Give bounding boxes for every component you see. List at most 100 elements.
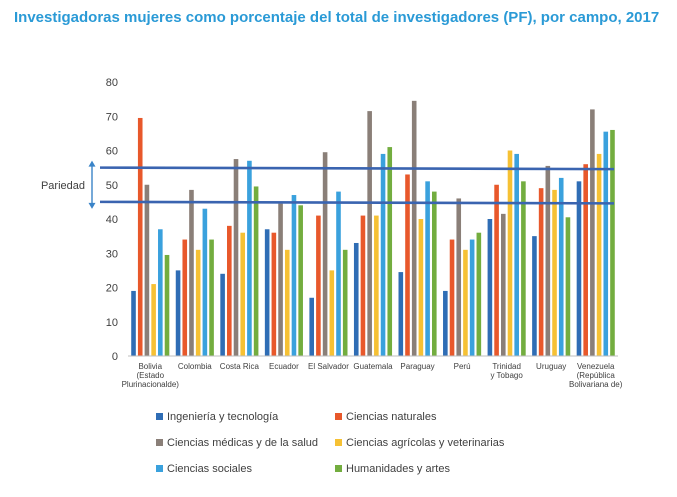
bar — [532, 236, 537, 357]
bar — [476, 232, 482, 356]
y-tick-label: 70 — [106, 111, 118, 123]
x-tick-label: Paraguay — [400, 362, 434, 371]
bar — [521, 181, 526, 356]
legend-label: Ciencias naturales — [346, 411, 437, 423]
bar — [538, 188, 544, 356]
x-tick-label: Perú — [454, 362, 471, 371]
bar — [202, 208, 208, 356]
bar — [463, 249, 468, 356]
x-axis: Bolivia (Estado Plurinacionalde)Colombia Co… — [122, 355, 623, 389]
y-axis: 0 10 20 30 40 50 60 70 80 — [106, 77, 118, 363]
bars — [131, 100, 615, 357]
bar — [175, 270, 181, 357]
bar — [158, 229, 163, 356]
bar — [610, 129, 615, 356]
bar — [182, 239, 188, 356]
legend-swatch — [156, 465, 163, 472]
bar — [425, 181, 430, 356]
legend-label: Ciencias sociales — [167, 463, 252, 475]
x-tick-label: Costa Rica — [220, 362, 260, 371]
bar — [558, 177, 564, 356]
bar — [144, 184, 150, 356]
bar — [432, 191, 437, 356]
bar — [298, 205, 303, 356]
legend-swatch — [335, 439, 342, 446]
bar — [227, 225, 232, 356]
bar — [284, 249, 290, 356]
x-tick-label: Uruguay — [536, 362, 566, 371]
bar — [329, 270, 335, 357]
y-tick-label: 60 — [106, 146, 118, 158]
legend-label: Humanidades y artes — [346, 463, 450, 475]
bar — [387, 147, 393, 356]
bar — [449, 239, 455, 356]
x-tick-label: Trinidad y Tobago — [490, 362, 523, 380]
bar — [576, 181, 582, 356]
parity-lower-line — [99, 200, 615, 205]
bar — [374, 215, 379, 356]
bar — [367, 111, 372, 356]
bar — [469, 239, 475, 356]
bar — [583, 164, 588, 356]
x-tick-label: Bolivia (Estado Plurinacionalde) — [122, 362, 180, 389]
bar — [151, 284, 156, 356]
bar — [278, 203, 283, 356]
legend: Ingeniería y tecnología Ciencias naturale… — [156, 411, 505, 475]
bar — [209, 239, 214, 356]
legend-label: Ciencias médicas y de la salud — [167, 437, 318, 449]
x-tick-label: Colombia — [178, 362, 212, 371]
bar — [264, 229, 270, 356]
bar — [545, 165, 551, 356]
y-tick-label: 50 — [106, 180, 118, 192]
bar — [189, 189, 194, 356]
legend-swatch — [335, 465, 342, 472]
bar — [291, 195, 297, 356]
bar — [411, 100, 417, 356]
bar — [494, 184, 499, 356]
parity-label: Pariedad — [41, 180, 85, 192]
bar — [443, 290, 448, 356]
bar — [322, 152, 328, 356]
y-tick-label: 20 — [106, 283, 118, 295]
bar — [271, 232, 277, 356]
parity-annotation: Pariedad — [41, 160, 615, 209]
bar — [233, 159, 239, 356]
bar — [360, 215, 366, 356]
bar — [353, 242, 359, 356]
x-tick-label: Venezuela (República Bolivariana de) — [569, 362, 623, 389]
bar — [418, 219, 424, 356]
bar — [405, 174, 410, 356]
bar — [247, 160, 252, 356]
bar — [398, 272, 404, 356]
legend-label: Ciencias agrícolas y veterinarias — [346, 437, 505, 449]
bar — [336, 191, 341, 356]
bar — [603, 131, 609, 356]
bar — [500, 213, 506, 356]
bar — [507, 150, 513, 356]
bar — [309, 297, 314, 356]
y-tick-label: 40 — [106, 214, 118, 226]
x-tick-label: Ecuador — [269, 362, 299, 371]
legend-swatch — [335, 413, 342, 420]
bar — [240, 232, 246, 356]
arrow-down-icon — [88, 202, 96, 209]
parity-upper-line — [99, 166, 615, 171]
bar — [253, 186, 259, 356]
bar — [342, 249, 348, 356]
chart-title: Investigadoras mujeres como porcentaje d… — [14, 9, 660, 26]
bar — [552, 189, 557, 356]
legend-swatch — [156, 439, 163, 446]
bar — [380, 153, 386, 356]
arrow-up-icon — [88, 160, 96, 167]
y-tick-label: 10 — [106, 317, 118, 329]
bar — [590, 109, 595, 357]
y-tick-label: 30 — [106, 248, 118, 260]
y-tick-label: 80 — [106, 77, 118, 89]
bar — [487, 219, 493, 356]
bar — [137, 117, 143, 357]
bar — [220, 273, 225, 356]
bar — [316, 215, 321, 356]
y-tick-label: 0 — [112, 351, 118, 363]
x-tick-label: Guatemala — [353, 362, 393, 371]
